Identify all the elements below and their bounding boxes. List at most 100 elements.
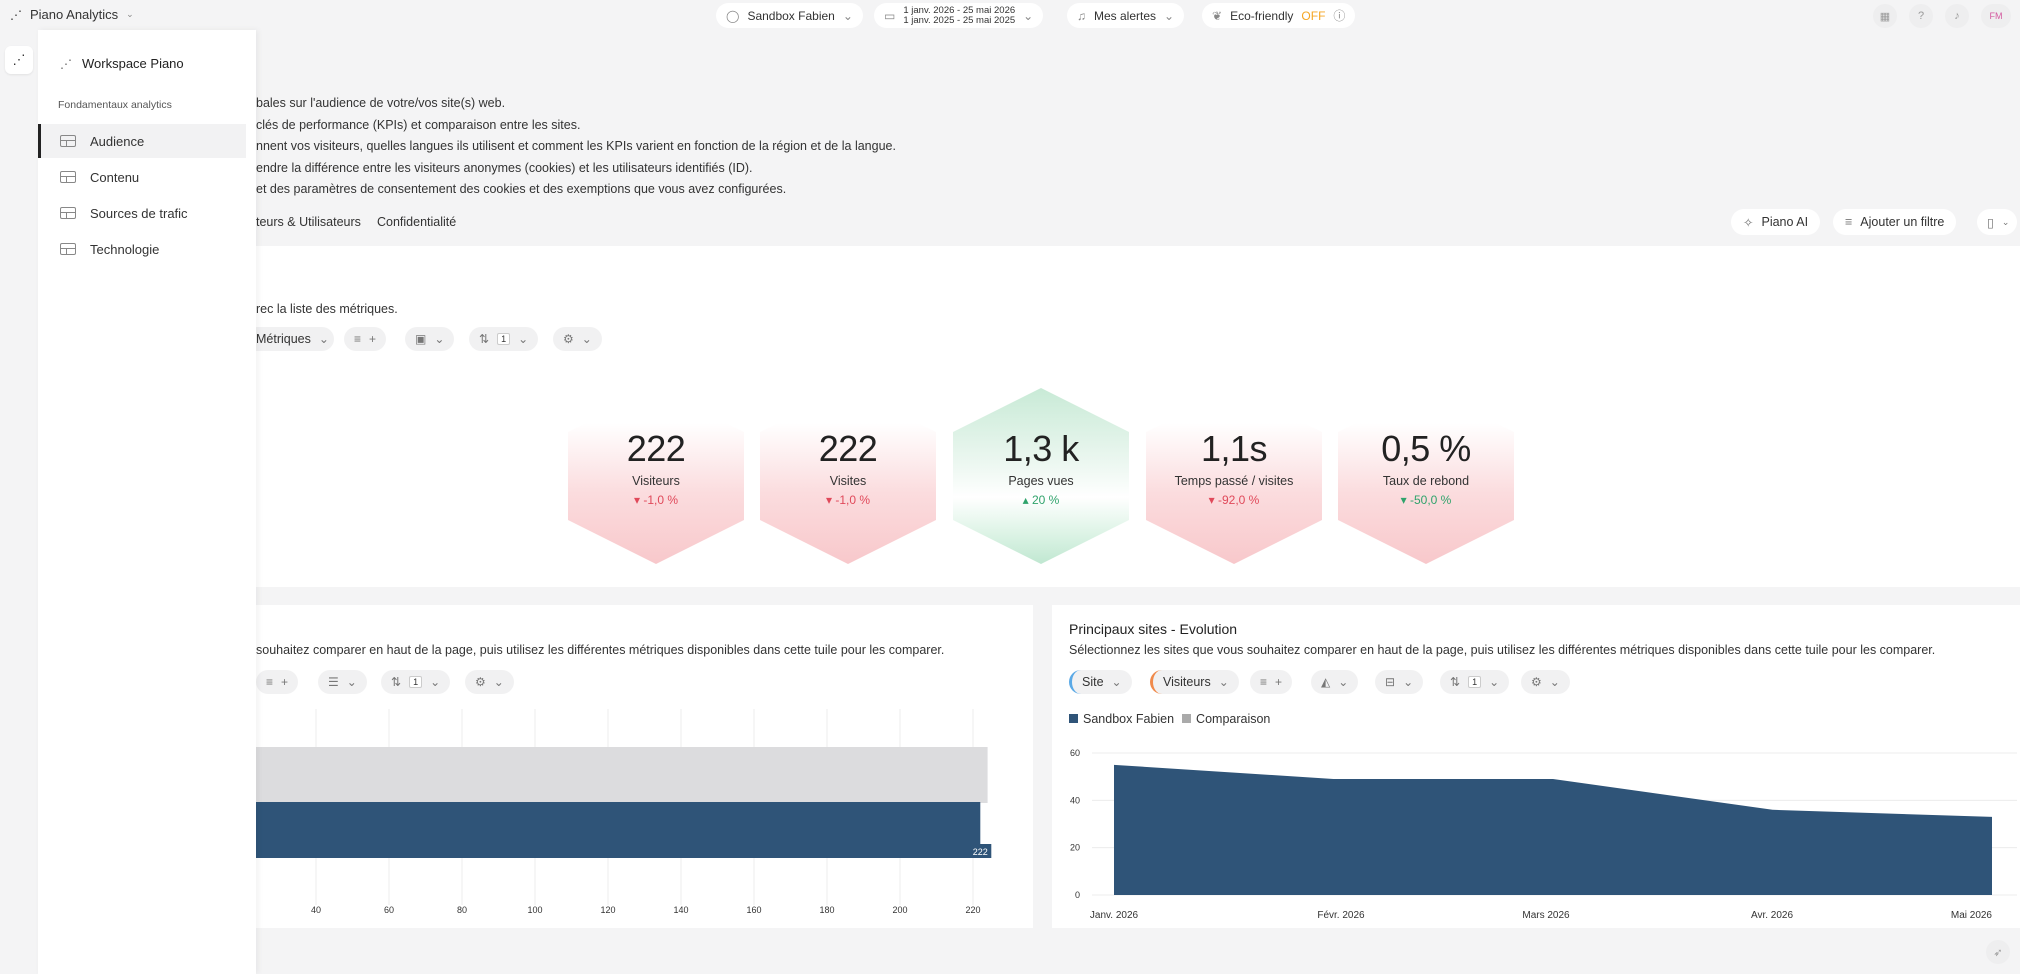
kpi-pages-vues: 1,3 k Pages vues ▴ 20 % <box>953 428 1129 507</box>
chart-type-chip[interactable]: ☰ ⌄ <box>318 670 367 694</box>
sort-chip[interactable]: ⇅ 1 ⌄ <box>381 670 451 694</box>
kpi-hexagon-temps-passe <box>1146 388 1322 564</box>
tab-confidentialite[interactable]: Confidentialité <box>377 215 457 229</box>
app-switcher[interactable]: ⋰ Piano Analytics ⌄ <box>10 7 134 22</box>
site-dimension-chip[interactable]: Site ⌄ <box>1069 670 1132 694</box>
settings-chip[interactable]: ⚙ ⌄ <box>465 670 514 694</box>
description-line: clés de performance (KPIs) et comparaiso… <box>256 118 581 132</box>
notifications-icon[interactable]: ♪ <box>1945 4 1969 28</box>
chevron-down-icon: ⌄ <box>493 675 504 689</box>
metrics-selector[interactable]: Métriques ⌄ <box>246 327 334 351</box>
triangle-down-icon: ▾ <box>1208 493 1215 507</box>
kpi-temps-passe: 1,1s Temps passé / visites ▾ -92,0 % <box>1146 428 1322 507</box>
data-label: 222 <box>973 847 988 857</box>
legend-item-primary[interactable]: Sandbox Fabien <box>1069 712 1174 726</box>
x-tick-label: Mars 2026 <box>1522 910 1570 921</box>
analytics-nav-icon[interactable]: ⋰ <box>5 46 33 74</box>
sort-chip[interactable]: ⇅ 1 ⌄ <box>1440 670 1510 694</box>
legend-item-compare[interactable]: Comparaison <box>1182 712 1270 726</box>
display-chip[interactable]: ▣ ⌄ <box>405 327 455 351</box>
globe-icon: ◯ <box>726 8 740 23</box>
rocket-icon[interactable]: ➶ <box>1986 940 2010 964</box>
piano-logo-icon: ⋰ <box>10 7 22 22</box>
sidebar-item-audience[interactable]: Audience <box>38 124 246 158</box>
eco-state: OFF <box>1301 8 1326 23</box>
eco-label: Eco-friendly <box>1230 8 1294 23</box>
kpi-delta: -50,0 % <box>1410 493 1452 507</box>
chevron-down-icon: ⌄ <box>1111 675 1122 689</box>
triangle-down-icon: ▾ <box>825 493 832 507</box>
export-button[interactable]: ▯ ⌄ <box>1977 209 2017 235</box>
x-tick-label: 120 <box>600 905 615 915</box>
gear-icon: ⚙ <box>1531 675 1542 689</box>
sidebar-item-technologie[interactable]: Technologie <box>38 232 246 266</box>
kpi-visiteurs: 222 Visiteurs ▾ -1,0 % <box>568 428 744 507</box>
tab-visiteurs-utilisateurs[interactable]: teurs & Utilisateurs <box>256 215 361 229</box>
chevron-down-icon: ⌄ <box>346 675 357 689</box>
avatar-initials: FM <box>1989 11 2003 21</box>
chevron-down-icon: ⌄ <box>1489 675 1500 689</box>
eco-friendly-toggle[interactable]: ❦ Eco-friendly OFF ⓘ <box>1202 3 1356 28</box>
site-selector-label: Sandbox Fabien <box>747 8 835 23</box>
plus-icon: + <box>1275 675 1283 689</box>
sort-count: 1 <box>1468 676 1482 688</box>
piano-ai-button[interactable]: ✧ Piano AI <box>1731 209 1821 235</box>
compare-icon: ⊟ <box>1385 675 1396 689</box>
apps-grid-icon[interactable]: ▦ <box>1873 4 1897 28</box>
kpi-value: 1,1s <box>1200 428 1268 469</box>
chevron-down-icon: ⌄ <box>318 332 329 346</box>
evolution-tile-description: Sélectionnez les sites que vous souhaite… <box>1069 643 1936 657</box>
x-tick-label: 180 <box>819 905 834 915</box>
workspace-link[interactable]: ⋰ Workspace Piano <box>60 56 184 71</box>
dashboard-icon <box>60 171 76 183</box>
settings-chip[interactable]: ⚙ ⌄ <box>1521 670 1570 694</box>
description-line: bales sur l'audience de votre/vos site(s… <box>256 96 506 110</box>
kpi-label: Taux de rebond <box>1382 474 1470 488</box>
x-tick-label: 220 <box>965 905 980 915</box>
y-tick-label: 60 <box>1070 748 1080 758</box>
chart-type-chip[interactable]: ◭ ⌄ <box>1311 670 1359 694</box>
x-tick-label: 100 <box>527 905 542 915</box>
add-filter-button[interactable]: ≡ Ajouter un filtre <box>1833 209 1957 235</box>
bar-chart-icon: ☰ <box>328 675 339 689</box>
metric-chip[interactable]: Visiteurs ⌄ <box>1150 670 1239 694</box>
chevron-down-icon: ⌄ <box>581 332 592 346</box>
user-avatar[interactable]: FM <box>1981 4 2011 28</box>
sidebar-item-label: Audience <box>90 133 145 149</box>
data-label-box <box>970 844 992 858</box>
kpi-label: Visites <box>829 474 867 488</box>
legend-label: Comparaison <box>1196 712 1271 726</box>
sidebar-item-contenu[interactable]: Contenu <box>38 160 246 194</box>
settings-chip[interactable]: ⚙ ⌄ <box>553 327 602 351</box>
y-tick-label: 40 <box>1070 795 1080 805</box>
filter-chip[interactable]: ≡ + <box>344 327 387 351</box>
alerts-button[interactable]: ♫ Mes alertes ⌄ <box>1067 3 1185 28</box>
x-tick-label: 160 <box>746 905 761 915</box>
chevron-down-icon: ⌄ <box>1023 8 1034 23</box>
x-tick-label: Mai 2026 <box>1951 910 1993 921</box>
site-selector[interactable]: ◯ Sandbox Fabien ⌄ <box>716 3 863 28</box>
metric-chip-label: Visiteurs <box>1163 675 1211 689</box>
chevron-down-icon: ⌄ <box>1549 675 1560 689</box>
filter-chip[interactable]: ≡ + <box>1250 670 1293 694</box>
sort-chip[interactable]: ⇅ 1 ⌄ <box>469 327 539 351</box>
sidebar-item-label: Contenu <box>90 169 140 185</box>
kpi-value: 0,5 % <box>1381 428 1471 469</box>
x-tick-label: Févr. 2026 <box>1317 910 1365 921</box>
calendar-icon: ▭ <box>884 8 896 23</box>
help-icon[interactable]: ? <box>1909 4 1933 28</box>
sort-icon: ⇅ <box>391 675 402 689</box>
kpi-label: Pages vues <box>1008 474 1074 488</box>
sidebar-item-sources-de-trafic[interactable]: Sources de trafic <box>38 196 246 230</box>
sort-icon: ⇅ <box>1450 675 1461 689</box>
date-range-selector[interactable]: ▭ 1 janv. 2026 - 25 mai 2026 1 janv. 202… <box>874 3 1044 28</box>
filter-chip[interactable]: ≡ + <box>256 670 299 694</box>
chevron-down-icon: ⌄ <box>1403 675 1414 689</box>
kpi-delta: -1,0 % <box>643 493 679 507</box>
triangle-down-icon: ▾ <box>633 493 640 507</box>
compare-chip[interactable]: ⊟ ⌄ <box>1375 670 1424 694</box>
sparkle-icon: ✧ <box>1743 215 1754 230</box>
x-tick-label: 200 <box>892 905 907 915</box>
dashboard-icon <box>60 135 76 147</box>
evolution-tile-title: Principaux sites - Evolution <box>1069 621 1238 637</box>
